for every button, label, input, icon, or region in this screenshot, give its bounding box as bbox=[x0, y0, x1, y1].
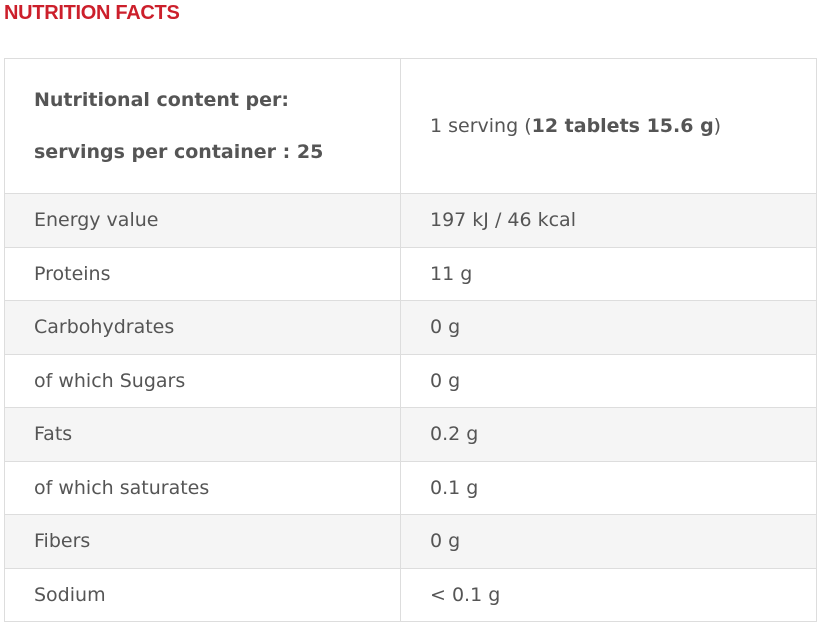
serving-size: 12 tablets 15.6 g bbox=[531, 115, 714, 137]
table-row: Energy value 197 kJ / 46 kcal bbox=[4, 193, 817, 248]
table-row: Carbohydrates 0 g bbox=[4, 300, 817, 355]
nutrient-label: Sodium bbox=[4, 567, 401, 622]
table-row: Fats 0.2 g bbox=[4, 407, 817, 462]
serving-prefix: 1 serving ( bbox=[430, 115, 532, 137]
nutrient-value: 0.1 g bbox=[400, 460, 817, 515]
nutritional-content-label: Nutritional content per: bbox=[34, 89, 290, 111]
header-right-cell: 1 serving (12 tablets 15.6 g) bbox=[400, 58, 817, 194]
nutrient-value: 0 g bbox=[400, 353, 817, 408]
nutrient-value: 0 g bbox=[400, 514, 817, 569]
nutrient-label: of which Sugars bbox=[4, 353, 401, 408]
nutrient-value: 0.2 g bbox=[400, 407, 817, 462]
nutrient-value: 197 kJ / 46 kcal bbox=[400, 193, 817, 248]
nutrient-label: Energy value bbox=[4, 193, 401, 248]
nutrient-label: Carbohydrates bbox=[4, 300, 401, 355]
serving-suffix: ) bbox=[713, 115, 722, 137]
nutrition-table: Nutritional content per: servings per co… bbox=[4, 58, 817, 622]
nutrient-label: Fats bbox=[4, 407, 401, 462]
nutrient-label: Proteins bbox=[4, 246, 401, 301]
table-header-row: Nutritional content per: servings per co… bbox=[4, 58, 817, 194]
nutrient-label: Fibers bbox=[4, 514, 401, 569]
nutrient-value: 11 g bbox=[400, 246, 817, 301]
section-title: NUTRITION FACTS bbox=[4, 2, 180, 24]
nutrient-label: of which saturates bbox=[4, 460, 401, 515]
table-row: Fibers 0 g bbox=[4, 514, 817, 569]
table-row: of which saturates 0.1 g bbox=[4, 460, 817, 515]
table-row: Sodium < 0.1 g bbox=[4, 567, 817, 622]
nutrient-value: 0 g bbox=[400, 300, 817, 355]
header-left-cell: Nutritional content per: servings per co… bbox=[4, 58, 401, 194]
servings-per-container-label: servings per container : 25 bbox=[34, 141, 324, 163]
nutrient-value: < 0.1 g bbox=[400, 567, 817, 622]
table-row: Proteins 11 g bbox=[4, 246, 817, 301]
table-row: of which Sugars 0 g bbox=[4, 353, 817, 408]
